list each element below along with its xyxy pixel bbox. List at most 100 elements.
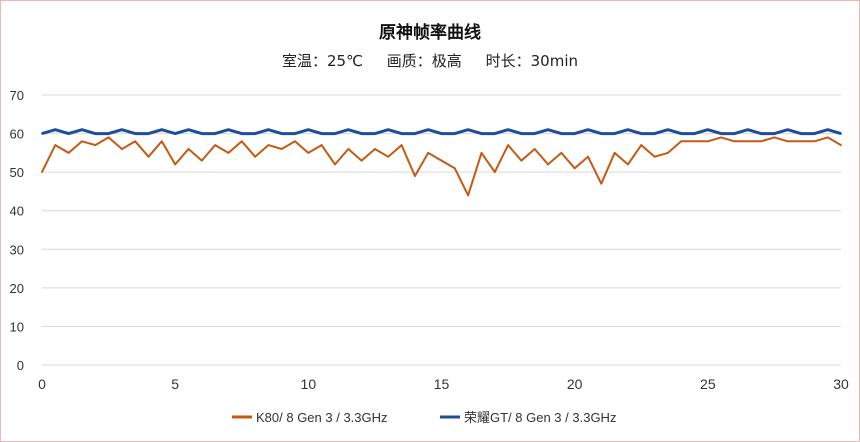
data-point (547, 128, 549, 131)
data-point (200, 159, 203, 162)
x-tick-label: 10 (301, 376, 317, 392)
data-point (480, 152, 483, 154)
data-point (826, 136, 829, 139)
data-point (613, 132, 616, 135)
x-tick-label: 25 (700, 376, 716, 392)
data-point (453, 132, 456, 135)
data-point (41, 171, 43, 174)
y-tick-label: 0 (17, 358, 24, 373)
data-point (680, 140, 683, 143)
data-point (560, 152, 563, 154)
data-point (667, 128, 669, 131)
data-point (387, 128, 390, 131)
data-point (533, 148, 536, 150)
data-point (693, 132, 696, 135)
data-point (307, 128, 310, 131)
data-point (267, 144, 270, 147)
data-point (414, 132, 416, 135)
y-tick-label: 30 (10, 242, 24, 257)
data-point (627, 128, 629, 131)
data-point (414, 175, 416, 177)
data-point (174, 163, 177, 166)
data-point (800, 140, 802, 143)
data-point (493, 132, 496, 135)
x-tick-label: 15 (434, 376, 450, 392)
grid-lines (42, 94, 841, 366)
data-point (54, 128, 57, 131)
data-point (520, 159, 523, 162)
y-tick-label: 50 (10, 165, 24, 180)
data-point (760, 132, 762, 135)
data-point (773, 132, 776, 135)
data-point (81, 140, 83, 143)
data-point (280, 148, 283, 150)
legend: K80/ 8 Gen 3 / 3.3GHz 荣耀GT/ 8 Gen 3 / 3.3… (232, 410, 616, 425)
chart-subtitle: 室温：25℃ 画质：极高 时长：30min (282, 52, 578, 70)
data-point (813, 140, 816, 143)
y-tick-label: 10 (10, 319, 24, 334)
data-point (560, 132, 563, 135)
series-lines (41, 128, 842, 197)
x-tick-label: 20 (567, 376, 583, 392)
data-point (600, 182, 603, 185)
data-point (440, 159, 443, 162)
data-point (813, 132, 816, 135)
data-point (587, 128, 589, 131)
data-point (640, 144, 643, 147)
data-point (547, 163, 549, 166)
data-point (254, 155, 256, 158)
data-point (786, 140, 789, 143)
data-point (347, 128, 350, 131)
data-point (374, 132, 376, 135)
data-point (134, 140, 137, 143)
data-point (280, 132, 283, 135)
data-point (800, 132, 802, 135)
data-point (467, 128, 469, 131)
data-point (427, 152, 430, 154)
data-point (294, 132, 296, 135)
data-point (653, 155, 656, 158)
data-point (307, 152, 310, 154)
data-point (720, 136, 722, 139)
data-point (427, 128, 430, 131)
y-tick-label: 60 (10, 127, 24, 142)
data-point (720, 132, 722, 135)
data-point (187, 128, 190, 131)
data-point (680, 132, 683, 135)
data-point (587, 155, 589, 158)
data-point (706, 140, 709, 143)
data-point (627, 163, 629, 166)
data-point (533, 132, 536, 135)
data-point (107, 132, 110, 135)
data-point (240, 140, 243, 143)
data-point (41, 132, 43, 135)
data-point (240, 132, 243, 135)
data-point (227, 152, 230, 154)
y-axis-ticks: 0 10 20 30 40 50 60 70 (10, 88, 24, 373)
data-point (160, 140, 163, 143)
data-point (160, 128, 163, 131)
data-point (121, 128, 123, 131)
data-point (760, 140, 762, 143)
data-point (440, 132, 443, 135)
x-axis-ticks: 0 5 10 15 20 25 30 (38, 376, 849, 392)
data-point (706, 128, 709, 131)
data-point (200, 132, 203, 135)
data-point (573, 167, 576, 170)
y-tick-label: 40 (10, 204, 24, 219)
data-point (653, 132, 656, 135)
data-point (507, 144, 509, 147)
data-point (387, 155, 390, 158)
data-point (94, 132, 97, 135)
legend-label-1: K80/ 8 Gen 3 / 3.3GHz (256, 410, 388, 425)
data-point (174, 132, 177, 135)
data-point (640, 132, 643, 135)
data-point (493, 171, 496, 174)
data-point (214, 132, 217, 135)
data-point (214, 144, 217, 147)
data-point (667, 152, 669, 154)
x-tick-label: 0 (38, 376, 46, 392)
legend-label-2: 荣耀GT/ 8 Gen 3 / 3.3GHz (464, 410, 616, 425)
data-point (746, 140, 749, 143)
data-point (147, 155, 150, 158)
